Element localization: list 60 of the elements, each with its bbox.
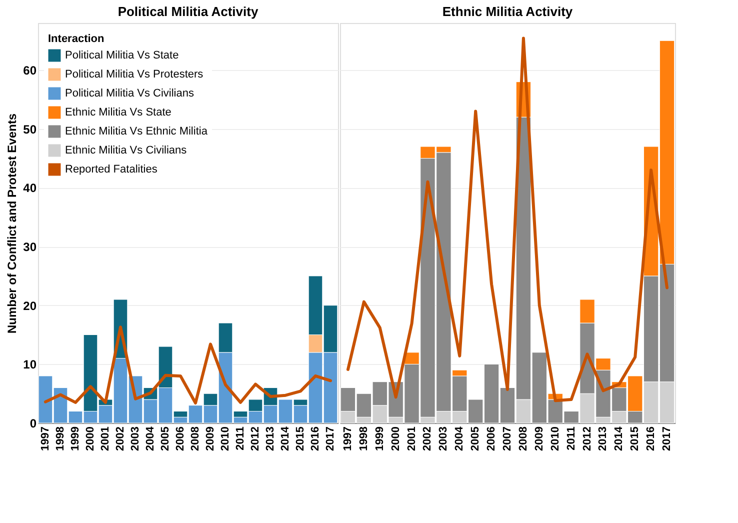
x-tick-label: 2010 [220, 426, 232, 451]
y-tick-label: 50 [23, 122, 37, 136]
x-tick-label: 2014 [613, 426, 626, 451]
x-tick-label: 2003 [438, 426, 450, 451]
x-tick-label: 2017 [324, 426, 336, 451]
legend-title: Interaction [48, 33, 105, 45]
chart-title: Ethnic Militia Activity [442, 4, 574, 19]
x-tick-label: 2002 [422, 426, 434, 451]
x-tick-label: 1997 [40, 426, 52, 451]
x-tick-label: 2012 [250, 426, 262, 451]
y-tick-label: 10 [23, 358, 37, 372]
x-tick-label: 2016 [645, 426, 658, 451]
legend-label: Ethnic Militia Vs State [65, 106, 172, 118]
y-tick-label: 0 [30, 416, 37, 430]
x-tick-label: 2000 [390, 426, 402, 451]
x-tick-label: 2005 [160, 426, 172, 451]
x-tick-label: 2016 [310, 426, 322, 451]
y-axis-title: Number of Conflict and Protest Events [5, 113, 20, 334]
x-tick-label: 1998 [358, 426, 370, 451]
y-tick-label: 30 [23, 240, 37, 254]
x-tick-label: 2011 [565, 426, 578, 450]
x-tick-label: 2013 [597, 426, 610, 451]
x-tick-label: 2008 [517, 426, 530, 451]
x-tick-label: 2001 [406, 426, 418, 451]
legend-label: Political Militia Vs State [65, 50, 179, 62]
x-tick-label: 2015 [294, 426, 306, 451]
x-tick-label: 2007 [502, 426, 514, 451]
x-tick-label: 1998 [54, 426, 66, 451]
x-tick-label: 2017 [661, 426, 674, 451]
x-tick-label: 2006 [174, 426, 186, 451]
x-tick-label: 2009 [204, 426, 216, 451]
x-tick-label: 2011 [234, 426, 246, 450]
legend-label: Ethnic Militia Vs Ethnic Militia [65, 126, 208, 138]
x-tick-label: 1997 [342, 426, 354, 451]
legend-label: Political Militia Vs Civilians [65, 88, 194, 100]
line-series [44, 326, 332, 404]
x-tick-label: 2004 [144, 426, 156, 451]
chart-title: Political Militia Activity [118, 4, 259, 19]
x-tick-label: 2005 [470, 426, 482, 451]
legend-label: Ethnic Militia Vs Civilians [65, 144, 188, 156]
y-tick-label: 60 [23, 64, 37, 78]
x-tick-label: 2001 [100, 426, 112, 451]
y-tick-label: 40 [23, 181, 37, 196]
x-tick-label: 2004 [454, 426, 466, 451]
x-tick-label: 2013 [264, 426, 276, 451]
x-tick-label: 2003 [130, 426, 142, 451]
legend-label: Political Militia Vs Protesters [65, 68, 204, 80]
x-tick-label: 2008 [190, 426, 202, 451]
x-tick-label: 2009 [533, 426, 546, 451]
x-tick-label: 2010 [549, 426, 562, 451]
x-tick-label: 2012 [581, 426, 594, 451]
y-tick-label: 20 [23, 298, 37, 313]
x-tick-label: 1999 [70, 426, 82, 451]
x-tick-label: 2000 [84, 426, 96, 451]
x-tick-label: 2015 [629, 426, 642, 451]
x-tick-label: 2006 [486, 426, 498, 451]
legend-label: Reported Fatalities [65, 164, 158, 176]
x-tick-label: 1999 [374, 426, 386, 451]
x-tick-label: 2014 [280, 426, 292, 451]
x-tick-label: 2002 [114, 426, 126, 451]
